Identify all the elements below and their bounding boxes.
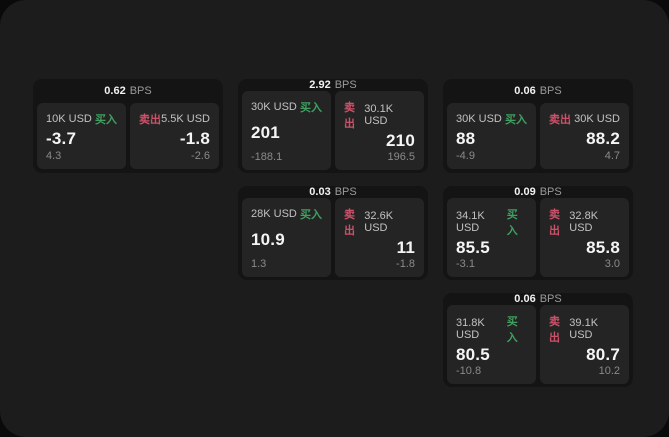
sell-change: 10.2 xyxy=(598,365,620,377)
bps-value: 0.06 xyxy=(514,85,536,97)
card-body: 10K USD 买入 -3.7 4.3 卖出 5.5K USD -1.8 -2.… xyxy=(33,103,223,173)
buy-panel[interactable]: 30K USD 买入 88 -4.9 xyxy=(447,103,536,169)
buy-price: 80.5 xyxy=(456,345,490,364)
sell-amount: 32.8K USD xyxy=(569,210,599,234)
sell-panel[interactable]: 卖出 5.5K USD -1.8 -2.6 xyxy=(130,103,219,169)
bps-unit: BPS xyxy=(334,186,357,198)
buy-amount: 31.8K USD xyxy=(456,317,485,341)
buy-price: 88 xyxy=(456,128,476,148)
bps-unit: BPS xyxy=(539,85,562,97)
buy-amount: 30K USD xyxy=(251,101,297,113)
sell-amount: 39.1K USD xyxy=(569,317,599,341)
sell-price: 80.7 xyxy=(586,345,620,364)
buy-price: -3.7 xyxy=(46,128,77,148)
buy-amount: 30K USD xyxy=(456,113,502,125)
card-header: 0.03 BPS xyxy=(238,186,428,198)
buy-panel[interactable]: 34.1K USD 买入 85.5 -3.1 xyxy=(447,198,536,277)
bps-value: 0.03 xyxy=(309,186,331,198)
sell-tag: 卖出 xyxy=(549,316,560,344)
buy-panel[interactable]: 10K USD 买入 -3.7 4.3 xyxy=(37,103,126,169)
buy-price: 10.9 xyxy=(251,230,285,249)
card-header: 0.09 BPS xyxy=(443,186,633,198)
bps-value: 0.06 xyxy=(514,293,536,305)
quote-card: 0.06 BPS 31.8K USD 买入 80.5 -10.8 卖出 39.1… xyxy=(443,293,633,387)
quote-card: 0.03 BPS 28K USD 买入 10.9 1.3 卖出 32.6K US… xyxy=(238,186,428,280)
card-body: 28K USD 买入 10.9 1.3 卖出 32.6K USD 11 -1.8 xyxy=(238,198,428,280)
buy-change: -3.1 xyxy=(456,258,475,270)
buy-change: -188.1 xyxy=(251,151,283,163)
quote-card: 0.09 BPS 34.1K USD 买入 85.5 -3.1 卖出 32.8K… xyxy=(443,186,633,280)
sell-change: -2.6 xyxy=(191,150,210,162)
buy-tag: 买入 xyxy=(300,102,322,114)
card-header: 0.06 BPS xyxy=(443,79,633,103)
card-body: 30K USD 买入 201 -188.1 卖出 30.1K USD 210 1… xyxy=(238,91,428,173)
sell-price: 210 xyxy=(386,131,415,150)
buy-change: -4.9 xyxy=(456,150,475,162)
buy-change: 4.3 xyxy=(46,150,62,162)
buy-panel[interactable]: 31.8K USD 买入 80.5 -10.8 xyxy=(447,305,536,384)
sell-change: 4.7 xyxy=(604,150,620,162)
buy-price: 201 xyxy=(251,123,280,142)
bps-unit: BPS xyxy=(539,293,562,305)
buy-panel[interactable]: 30K USD 买入 201 -188.1 xyxy=(242,91,331,170)
sell-change: -1.8 xyxy=(396,258,415,270)
sell-amount: 32.6K USD xyxy=(364,210,394,234)
sell-tag: 卖出 xyxy=(549,209,560,237)
buy-tag: 买入 xyxy=(506,209,518,237)
sell-tag: 卖出 xyxy=(549,114,571,126)
bps-value: 2.92 xyxy=(309,79,331,91)
buy-tag: 买入 xyxy=(505,114,527,126)
quote-card: 0.62 BPS 10K USD 买入 -3.7 4.3 卖出 5.5K USD… xyxy=(33,79,223,173)
sell-change: 196.5 xyxy=(387,151,415,163)
sell-tag: 卖出 xyxy=(344,102,355,130)
sell-price: 11 xyxy=(396,238,415,257)
buy-panel[interactable]: 28K USD 买入 10.9 1.3 xyxy=(242,198,331,277)
sell-change: 3.0 xyxy=(604,258,620,270)
card-body: 31.8K USD 买入 80.5 -10.8 卖出 39.1K USD 80.… xyxy=(443,305,633,387)
sell-panel[interactable]: 卖出 39.1K USD 80.7 10.2 xyxy=(540,305,629,384)
bps-unit: BPS xyxy=(539,186,562,198)
sell-tag: 卖出 xyxy=(344,209,355,237)
bps-unit: BPS xyxy=(129,85,152,97)
buy-amount: 28K USD xyxy=(251,208,297,220)
buy-tag: 买入 xyxy=(506,316,518,344)
card-header: 0.62 BPS xyxy=(33,79,223,103)
sell-panel[interactable]: 卖出 30K USD 88.2 4.7 xyxy=(540,103,629,169)
sell-panel[interactable]: 卖出 32.6K USD 11 -1.8 xyxy=(335,198,424,277)
bps-value: 0.09 xyxy=(514,186,536,198)
quote-card: 2.92 BPS 30K USD 买入 201 -188.1 卖出 30.1K … xyxy=(238,79,428,173)
sell-tag: 卖出 xyxy=(139,114,161,126)
sell-amount: 30.1K USD xyxy=(364,103,394,127)
card-header: 0.06 BPS xyxy=(443,293,633,305)
quote-card: 0.06 BPS 30K USD 买入 88 -4.9 卖出 30K USD 8… xyxy=(443,79,633,173)
sell-price: -1.8 xyxy=(179,128,210,148)
bps-value: 0.62 xyxy=(104,85,126,97)
card-body: 34.1K USD 买入 85.5 -3.1 卖出 32.8K USD 85.8… xyxy=(443,198,633,280)
sell-amount: 30K USD xyxy=(574,113,620,125)
buy-amount: 34.1K USD xyxy=(456,210,485,234)
quote-card-grid: 0.62 BPS 10K USD 买入 -3.7 4.3 卖出 5.5K USD… xyxy=(33,79,633,387)
buy-tag: 买入 xyxy=(95,114,117,126)
bps-unit: BPS xyxy=(334,79,357,91)
buy-price: 85.5 xyxy=(456,238,490,257)
sell-panel[interactable]: 卖出 32.8K USD 85.8 3.0 xyxy=(540,198,629,277)
buy-change: 1.3 xyxy=(251,258,267,270)
card-header: 2.92 BPS xyxy=(238,79,428,91)
buy-tag: 买入 xyxy=(300,209,322,221)
card-body: 30K USD 买入 88 -4.9 卖出 30K USD 88.2 4.7 xyxy=(443,103,633,173)
buy-amount: 10K USD xyxy=(46,113,92,125)
sell-amount: 5.5K USD xyxy=(161,113,210,125)
sell-price: 88.2 xyxy=(586,128,620,148)
sell-price: 85.8 xyxy=(586,238,620,257)
buy-change: -10.8 xyxy=(456,365,482,377)
sell-panel[interactable]: 卖出 30.1K USD 210 196.5 xyxy=(335,91,424,170)
